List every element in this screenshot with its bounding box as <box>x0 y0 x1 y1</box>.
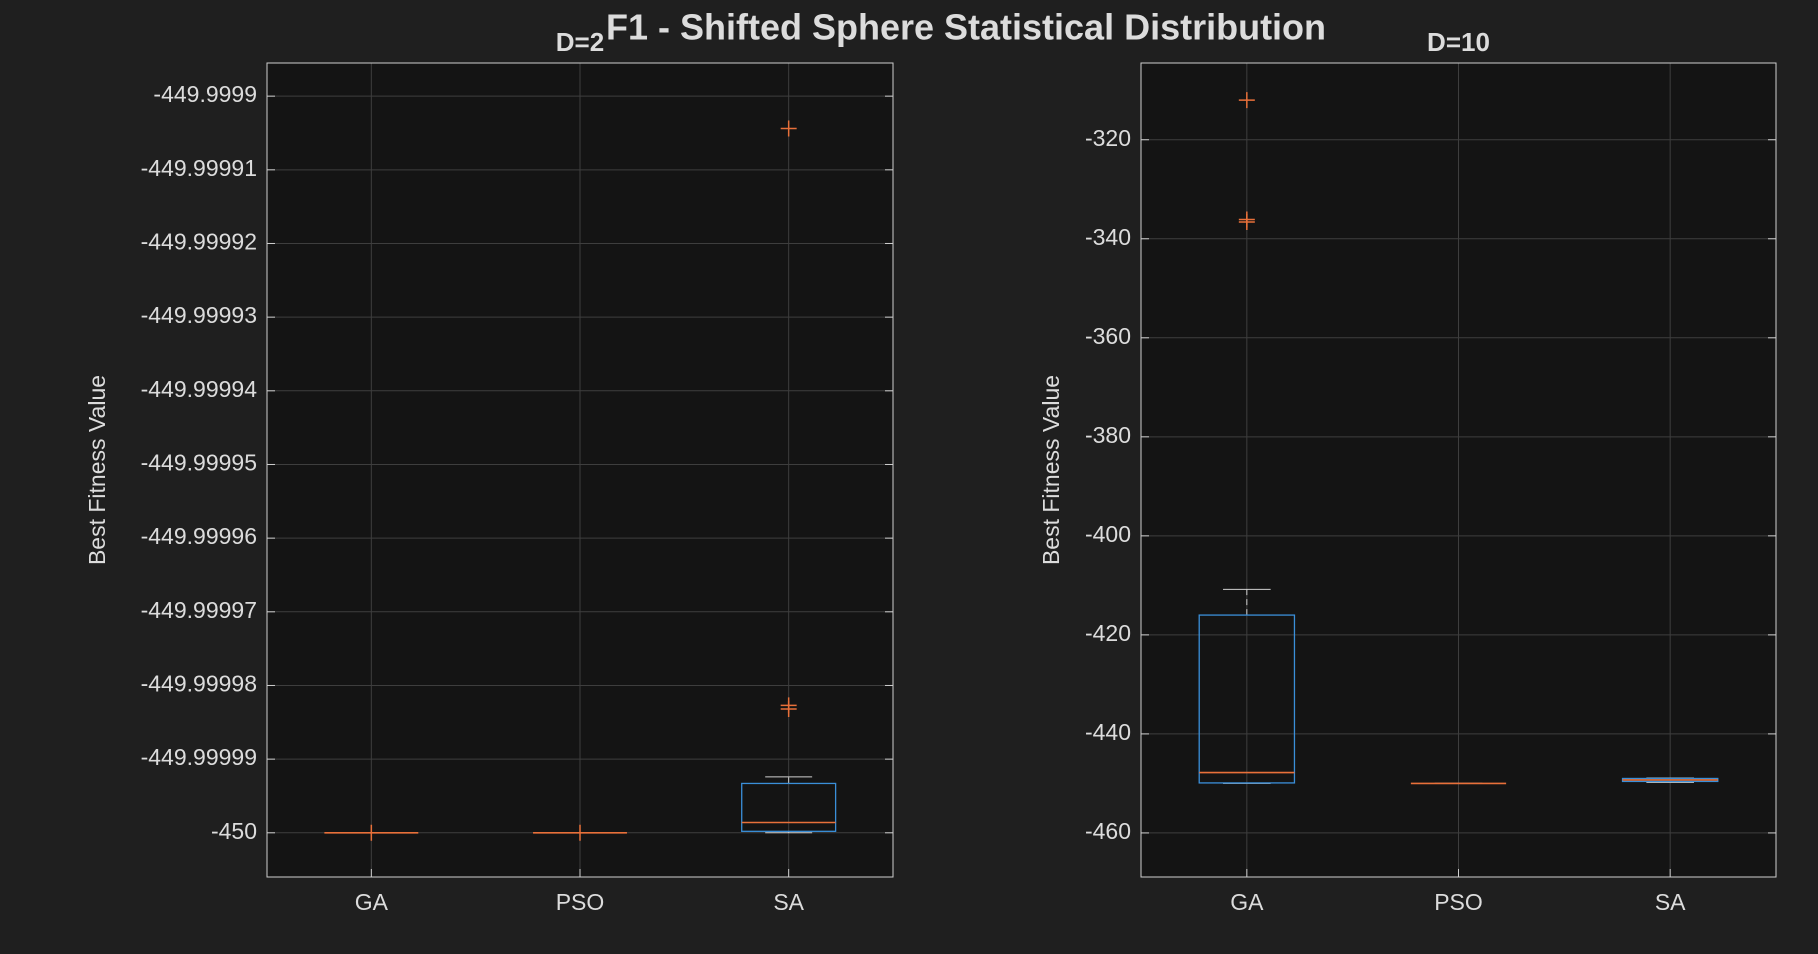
y-tick-label: -450 <box>211 818 257 844</box>
x-tick-label: SA <box>1655 889 1686 915</box>
x-tick-label: GA <box>355 889 389 915</box>
y-tick-label: -440 <box>1085 719 1131 745</box>
axes-frame <box>266 62 894 878</box>
x-tick-label: SA <box>773 889 804 915</box>
axes-frame <box>1140 62 1777 878</box>
y-tick-label: -449.99992 <box>141 229 257 255</box>
y-tick-label: -449.99998 <box>141 671 257 697</box>
y-tick-label: -449.99995 <box>141 450 257 476</box>
y-tick-label: -360 <box>1085 323 1131 349</box>
y-tick-label: -380 <box>1085 422 1131 448</box>
y-tick-label: -449.99994 <box>141 376 258 402</box>
y-tick-label: -449.99993 <box>141 302 257 328</box>
y-tick-label: -320 <box>1085 125 1131 151</box>
outlier <box>780 120 797 137</box>
y-tick-label: -449.99999 <box>141 744 257 770</box>
outlier <box>780 701 797 718</box>
y-tick-label: -449.9999 <box>153 81 257 107</box>
box-group <box>324 824 419 841</box>
y-tick-label: -449.99996 <box>141 523 257 549</box>
figure-title: F1 - Shifted Sphere Statistical Distribu… <box>606 7 1326 48</box>
y-tick-label: -420 <box>1085 620 1131 646</box>
y-tick-label: -449.99997 <box>141 597 257 623</box>
y-axis-label: Best Fitness Value <box>84 375 110 565</box>
charts: D=2 Best Fitness Value -450 -449.99999 -449.… <box>84 27 1777 915</box>
box-group <box>741 120 837 834</box>
y-tick-label: -449.99991 <box>141 155 257 181</box>
x-tick-label: GA <box>1230 889 1264 915</box>
y-tick-label: -460 <box>1085 818 1131 844</box>
outlier <box>1238 211 1255 228</box>
outlier <box>572 824 588 841</box>
y-axis-label: Best Fitness Value <box>1038 375 1064 565</box>
box-group <box>1621 777 1719 783</box>
box-group <box>1198 92 1296 784</box>
box-group <box>533 824 627 841</box>
x-tick-label: PSO <box>1434 889 1483 915</box>
y-tick-label: -340 <box>1085 224 1131 250</box>
outlier <box>1238 92 1255 109</box>
subplot-title: D=10 <box>1427 27 1490 57</box>
box <box>1198 614 1296 784</box>
subplot-title: D=2 <box>556 27 604 57</box>
y-tick-label: -400 <box>1085 521 1131 547</box>
box <box>741 782 837 832</box>
outlier <box>363 824 380 841</box>
x-tick-label: PSO <box>556 889 605 915</box>
